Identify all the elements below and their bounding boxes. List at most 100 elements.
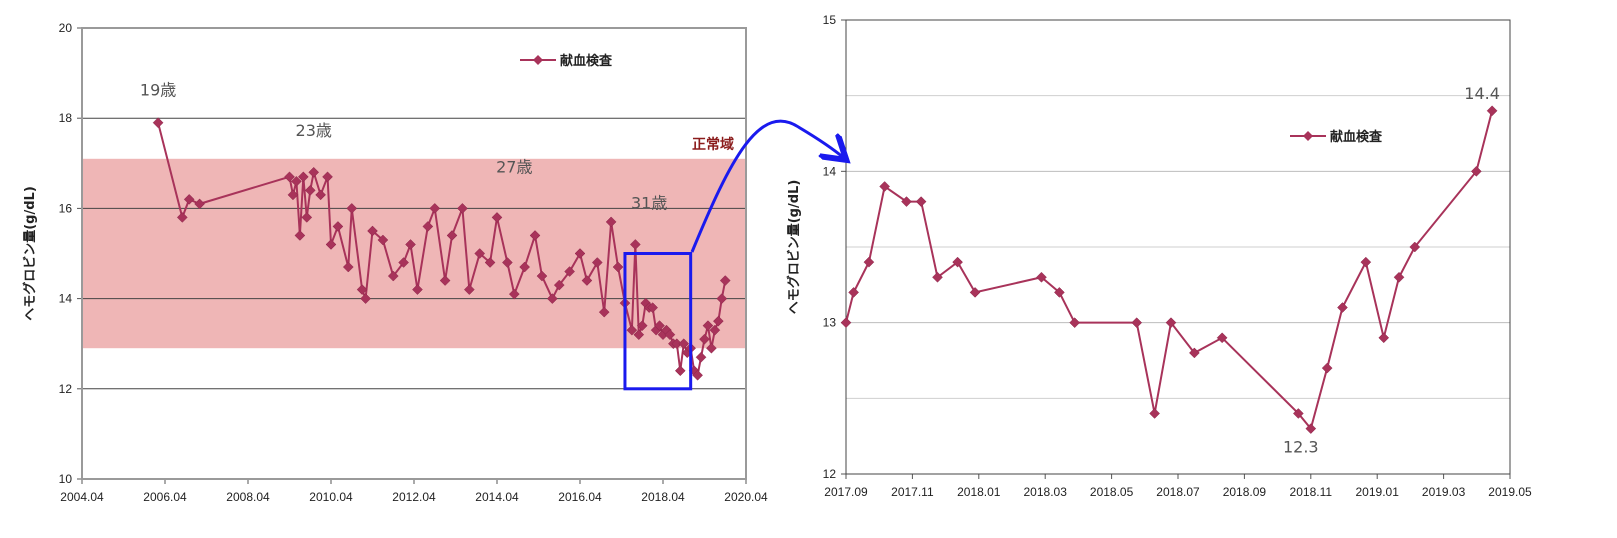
data-point: [502, 257, 513, 268]
data-point: [546, 293, 558, 304]
data-point: [564, 266, 575, 277]
data-point: [284, 171, 295, 183]
y-tick-label: 14: [59, 292, 73, 306]
data-point: [519, 261, 531, 273]
normal-range-label: 正常域: [692, 136, 734, 153]
x-tick-label: 2016.04: [558, 490, 602, 504]
y-tick-label: 15: [823, 13, 837, 27]
x-tick-label: 2008.04: [226, 490, 270, 504]
age-annotation: 19歳: [140, 81, 176, 100]
data-point: [398, 257, 409, 268]
data-point: [491, 212, 503, 223]
data-point: [1189, 347, 1200, 359]
data-point: [633, 329, 645, 341]
data-point: [636, 320, 648, 332]
data-point: [678, 338, 690, 350]
data-point: [346, 203, 358, 214]
data-point: [1470, 165, 1482, 177]
data-point: [322, 171, 333, 183]
x-tick-label: 2012.04: [392, 490, 436, 504]
data-point: [901, 196, 912, 207]
y-tick-label: 13: [823, 316, 837, 330]
x-tick-label: 2017.11: [891, 485, 934, 499]
data-point: [152, 117, 164, 129]
x-tick-label: 2004.04: [60, 490, 104, 504]
data-point: [863, 256, 875, 268]
data-point: [581, 275, 593, 286]
data-point: [574, 248, 586, 259]
data-point: [1360, 256, 1372, 268]
data-point: [377, 234, 389, 246]
data-point: [1054, 287, 1065, 298]
data-point: [1378, 332, 1390, 344]
data-point: [387, 270, 399, 282]
x-tick-label: 2014.04: [475, 490, 519, 504]
data-point: [194, 198, 205, 210]
data-point: [712, 315, 724, 327]
data-point: [674, 365, 686, 377]
data-point: [719, 275, 731, 286]
x-tick-label: 2006.04: [143, 490, 187, 504]
data-point: [367, 225, 378, 237]
data-point: [412, 284, 423, 295]
y-tick-label: 10: [59, 472, 73, 486]
data-point: [1292, 408, 1304, 419]
data-point: [702, 320, 714, 332]
data-point: [315, 189, 326, 201]
data-point: [1305, 423, 1317, 434]
y-tick-label: 12: [823, 467, 837, 481]
zoom-arrow: [690, 119, 844, 253]
x-tick-label: 2018.11: [1290, 485, 1333, 499]
legend-label: 献血検査: [1330, 129, 1383, 145]
y-tick-label: 16: [59, 201, 73, 215]
y-axis-label: ヘモグロビン量(g/dL): [22, 186, 38, 321]
data-point: [422, 221, 434, 232]
data-point: [301, 212, 313, 223]
data-point: [484, 257, 496, 268]
data-point: [969, 287, 981, 298]
data-point: [183, 194, 195, 205]
data-point: [848, 287, 859, 298]
x-tick-label: 2018.05: [1090, 485, 1134, 499]
x-tick-label: 2018.01: [957, 485, 1001, 499]
legend-marker: [533, 55, 543, 65]
age-annotation: 23歳: [296, 121, 332, 140]
data-point: [598, 306, 610, 318]
chart-long-term: 正常域 10 12 14 16 18 20 2004.04 2006.04 2008.04 2010…: [22, 21, 768, 504]
data-point: [405, 239, 416, 250]
data-point: [695, 351, 707, 363]
data-point: [879, 181, 891, 192]
data-point: [709, 324, 721, 336]
data-point: [536, 270, 548, 282]
data-point: [952, 256, 963, 268]
data-point: [287, 189, 299, 201]
data-point: [1486, 105, 1498, 117]
x-tick-label: 2018.04: [641, 490, 685, 504]
data-point: [1165, 317, 1177, 329]
data-point: [297, 171, 309, 183]
data-point: [612, 261, 624, 273]
y-tick-label: 12: [59, 382, 73, 396]
data-point: [529, 230, 541, 241]
data-point: [553, 279, 565, 291]
data-point: [325, 239, 337, 250]
data-point: [629, 239, 641, 250]
data-point: [294, 230, 306, 241]
plot-frame: [81, 27, 747, 480]
data-point: [1216, 332, 1228, 344]
y-tick-label: 14: [823, 164, 837, 178]
x-tick-label: 2019.03: [1422, 485, 1466, 499]
data-point: [474, 248, 486, 259]
data-label: 14.4: [1464, 84, 1500, 103]
data-point: [605, 216, 617, 228]
data-point: [692, 369, 703, 381]
data-point: [308, 166, 320, 178]
data-point: [446, 230, 458, 241]
data-point: [1131, 317, 1143, 329]
data-point: [291, 175, 302, 187]
zoom-highlight-box: [623, 252, 693, 391]
chart-recent: 12 13 14 15 2017.09 2017.11 2018.01 2018.03 2018…: [786, 13, 1532, 499]
x-tick-label: 2019.01: [1356, 485, 1400, 499]
data-point: [626, 324, 638, 336]
